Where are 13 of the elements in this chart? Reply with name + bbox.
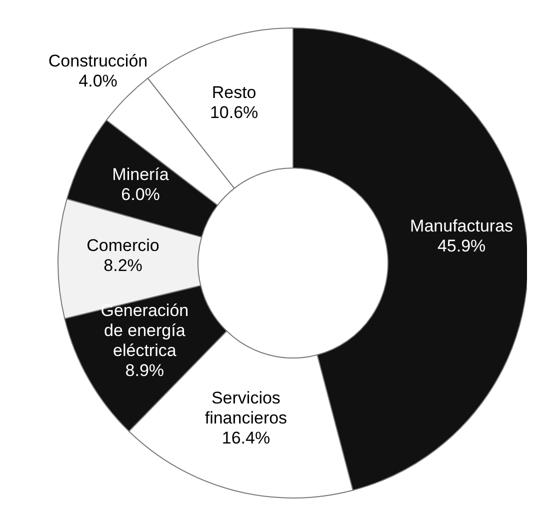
- slice-label: Minería: [112, 164, 170, 184]
- data-label: 4.0%: [78, 70, 118, 90]
- data-label: 6.0%: [121, 184, 160, 204]
- slice-label: Comercio: [86, 235, 160, 254]
- data-label: 16.4%: [222, 428, 270, 448]
- data-label: 8.9%: [125, 360, 164, 380]
- data-label: 45.9%: [437, 236, 486, 256]
- data-label: 10.6%: [210, 102, 258, 122]
- slice-label: Manufacturas: [410, 216, 514, 236]
- slice-label: Construcción: [48, 50, 148, 70]
- slice-label: Resto: [212, 82, 256, 102]
- data-label: 8.2%: [104, 255, 142, 274]
- slice-label: Servicios financieros: [204, 388, 288, 428]
